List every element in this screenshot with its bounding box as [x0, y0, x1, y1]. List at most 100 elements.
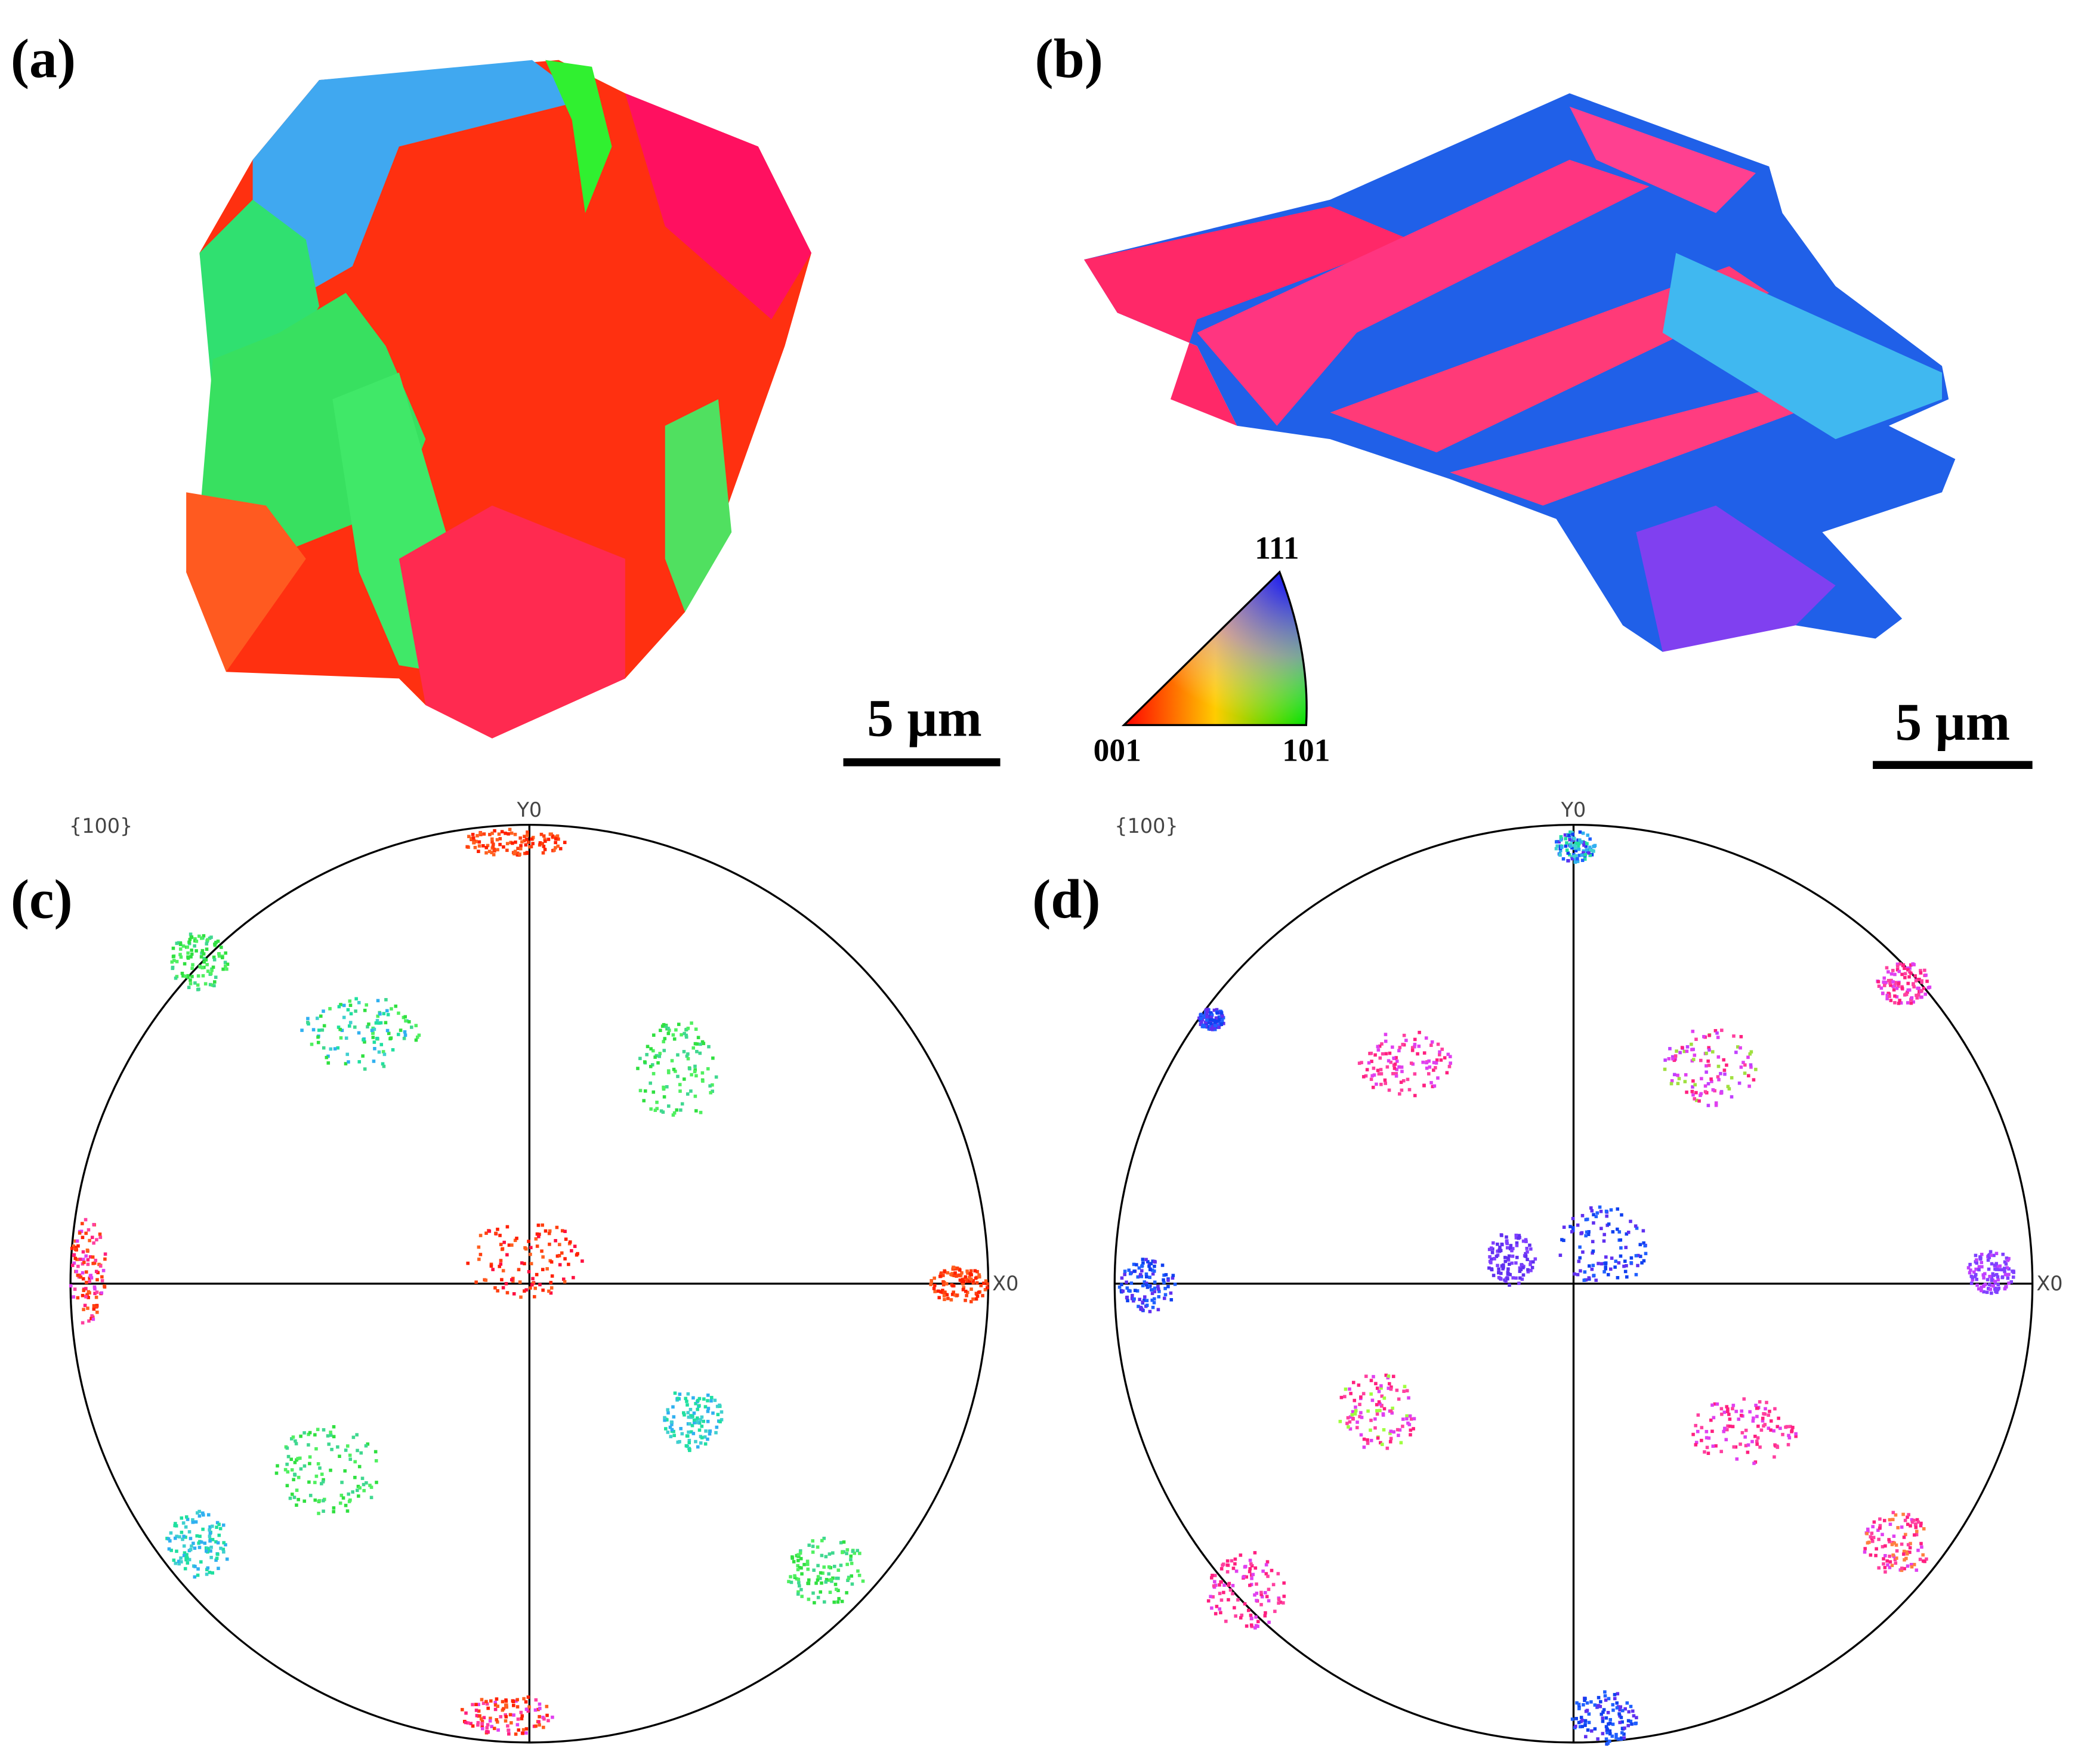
pole-point	[1580, 1725, 1584, 1728]
pole-point	[1987, 1256, 1991, 1259]
pole-point	[653, 1108, 657, 1112]
pole-point	[73, 1256, 78, 1261]
pole-point	[684, 1397, 688, 1401]
pole-point	[1506, 1271, 1510, 1274]
pole-point	[1362, 1445, 1366, 1449]
pole-point	[1727, 1087, 1731, 1090]
pole-point	[2003, 1260, 2007, 1264]
pole-point	[971, 1281, 975, 1285]
pole-point	[297, 1497, 300, 1502]
pole-point	[1705, 1064, 1708, 1068]
pole-point	[1529, 1268, 1533, 1272]
pole-point	[1696, 1429, 1700, 1434]
pole-point	[514, 841, 517, 844]
pole-point	[1895, 986, 1899, 990]
pole-point	[1422, 1084, 1426, 1088]
pole-point	[1123, 1269, 1127, 1273]
pole-point	[1584, 1278, 1588, 1282]
pole-point	[702, 1042, 706, 1045]
pole-point	[820, 1553, 824, 1558]
pole-point	[189, 1537, 193, 1540]
pole-point	[347, 1492, 350, 1496]
pole-point	[1752, 1462, 1756, 1465]
pole-point	[1150, 1288, 1154, 1292]
pole-point	[84, 1295, 88, 1299]
pole-point	[545, 1267, 549, 1271]
pole-point	[320, 1482, 323, 1485]
pole-point	[181, 944, 186, 948]
pole-point	[1918, 1558, 1922, 1561]
pole-point	[501, 1286, 505, 1290]
pole-point	[1344, 1387, 1348, 1391]
pole-point	[1977, 1287, 1981, 1291]
pole-point	[964, 1275, 968, 1279]
pole-point	[1982, 1276, 1986, 1280]
pole-point	[695, 1049, 699, 1054]
pole-point	[193, 1546, 197, 1550]
pole-point	[85, 1293, 89, 1297]
pole-point	[1715, 1031, 1719, 1035]
pole-point	[1505, 1246, 1509, 1250]
pole-point	[653, 1055, 657, 1059]
pole-point	[946, 1271, 950, 1275]
pole-point	[1709, 1418, 1713, 1422]
pole-point	[678, 1439, 681, 1444]
pole-point	[2004, 1285, 2008, 1289]
pole-point	[1693, 1083, 1697, 1087]
pole-point	[322, 1499, 325, 1503]
pole-point	[1606, 1272, 1610, 1277]
grain	[545, 60, 612, 214]
pole-point	[1980, 1289, 1983, 1293]
pole-point	[189, 982, 193, 986]
pole-point	[1277, 1598, 1281, 1602]
pole-point	[1132, 1269, 1136, 1273]
pole-point	[572, 1275, 575, 1280]
pole-point	[1239, 1553, 1243, 1557]
pole-point	[1234, 1614, 1237, 1618]
pole-point	[307, 1432, 310, 1436]
pole-point	[1574, 1725, 1577, 1728]
pole-point	[1713, 1029, 1718, 1033]
pole-point	[355, 1433, 359, 1436]
pole-point	[1714, 1101, 1718, 1105]
pole-point	[1350, 1413, 1354, 1417]
pole-point	[1388, 1051, 1392, 1055]
pole-point	[1144, 1258, 1148, 1262]
pole-point	[1740, 1409, 1744, 1413]
pole-point	[524, 1247, 528, 1251]
pole-point	[526, 841, 530, 844]
pole-point	[1384, 1052, 1388, 1056]
pole-point	[1643, 1244, 1647, 1248]
pole-point	[538, 1283, 542, 1287]
pole-point	[1531, 1260, 1535, 1264]
pole-point	[1401, 1425, 1404, 1428]
pole-point	[666, 1431, 670, 1434]
pole-point	[490, 1725, 493, 1729]
pole-point	[1594, 1278, 1598, 1282]
pole-point	[490, 837, 494, 841]
pole-point	[1148, 1309, 1152, 1314]
pole-point	[1339, 1395, 1344, 1400]
pole-point	[1576, 1223, 1580, 1227]
pole-point	[1578, 838, 1582, 842]
pole-point	[1123, 1272, 1126, 1277]
pole-point	[659, 1028, 662, 1033]
pole-point	[1677, 1077, 1681, 1080]
pole-point	[91, 1317, 95, 1321]
pole-point	[1382, 1407, 1387, 1411]
pole-point	[344, 1448, 348, 1452]
pole-point	[464, 1711, 468, 1715]
pole-point	[1520, 1277, 1524, 1281]
pole-point	[1369, 1077, 1373, 1082]
pole-point	[1608, 1740, 1611, 1743]
pole-point	[94, 1305, 98, 1309]
pole-point	[684, 1035, 688, 1039]
pole-point	[504, 1713, 508, 1717]
pole-point	[958, 1268, 962, 1272]
pole-point	[526, 830, 529, 834]
scale-bar-label: 5 µm	[1895, 693, 2011, 752]
pole-point	[1354, 1408, 1358, 1413]
pole-point	[1578, 1245, 1582, 1249]
pole-point	[1376, 1048, 1381, 1052]
pole-point	[554, 837, 558, 841]
